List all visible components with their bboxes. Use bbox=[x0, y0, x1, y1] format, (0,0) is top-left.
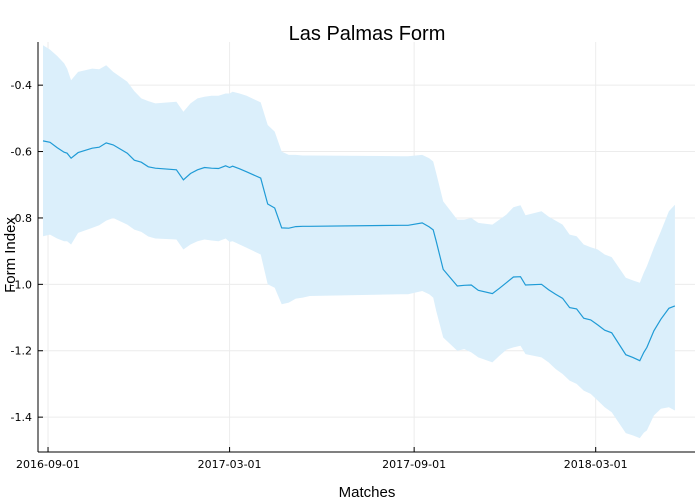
y-ticks: -0.4 -0.6 -0.8 -1.0 -1.2 -1.4 bbox=[11, 79, 43, 424]
y-tick-label: -0.8 bbox=[11, 212, 32, 225]
y-tick-label: -1.0 bbox=[11, 278, 32, 291]
chart-title: Las Palmas Form bbox=[289, 23, 446, 45]
x-tick-label: 2018-03-01 bbox=[564, 458, 628, 471]
y-tick-label: -1.2 bbox=[11, 345, 32, 358]
y-tick-label: -1.4 bbox=[11, 411, 32, 424]
y-axis-title: Form Index bbox=[2, 217, 19, 293]
form-index-line bbox=[42, 140, 676, 362]
confidence-band bbox=[43, 45, 675, 439]
axes bbox=[37, 42, 695, 453]
x-tick-label: 2017-03-01 bbox=[198, 458, 262, 471]
x-tick-label: 2016-09-01 bbox=[16, 458, 80, 471]
x-axis-title: Matches bbox=[339, 484, 396, 500]
x-ticks: 2016-09-01 2017-03-01 2017-09-01 2018-03-01 bbox=[16, 447, 628, 471]
y-tick-label: -0.4 bbox=[11, 79, 32, 92]
y-tick-label: -0.6 bbox=[11, 146, 32, 159]
x-tick-label: 2017-09-01 bbox=[382, 458, 446, 471]
